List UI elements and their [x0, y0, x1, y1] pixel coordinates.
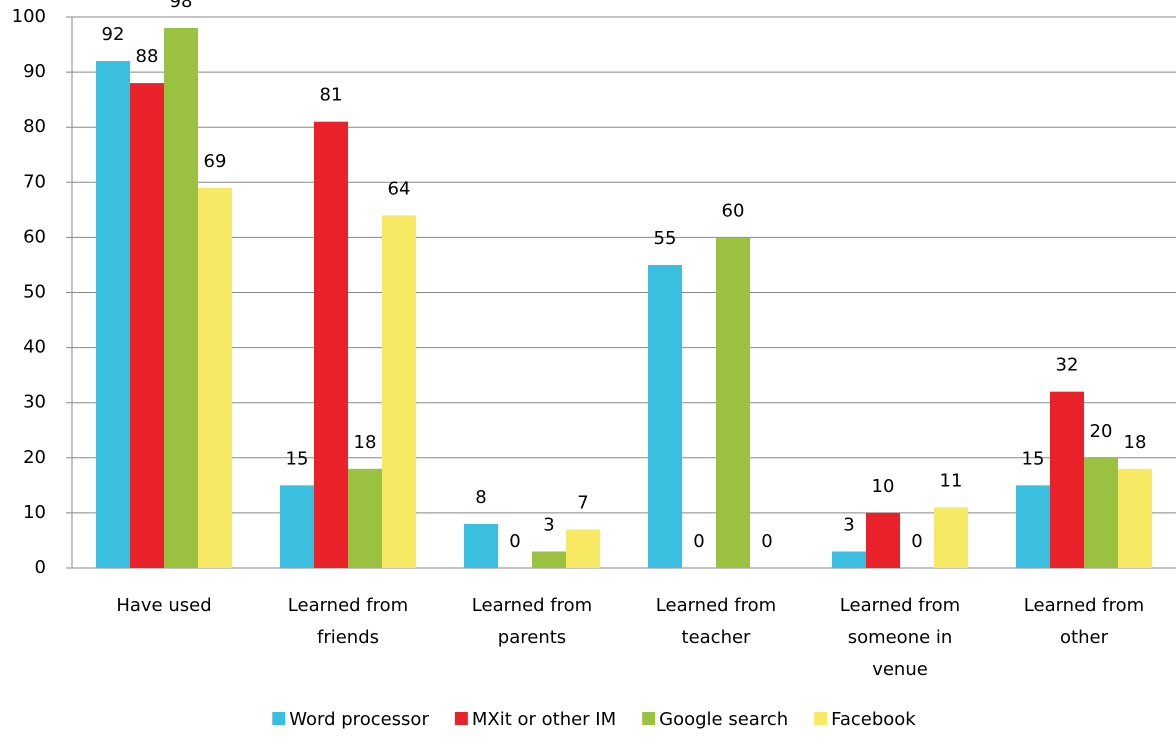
- y-tick-label: 40: [23, 337, 46, 358]
- legend-label: Google search: [659, 709, 788, 730]
- data-label: 0: [693, 531, 704, 552]
- bar: [832, 551, 866, 568]
- bar: [280, 485, 314, 568]
- bar: [1050, 391, 1084, 568]
- y-tick-label: 90: [23, 61, 46, 82]
- data-label: 0: [509, 531, 520, 552]
- bar: [934, 507, 968, 568]
- x-tick-label: Learned from someone in venue: [840, 595, 960, 680]
- x-tick-line: friends: [317, 627, 379, 648]
- bar: [96, 61, 130, 569]
- legend-label: Facebook: [831, 709, 916, 730]
- x-tick-line: Learned from: [472, 595, 592, 616]
- x-tick-label: Learned from teacher: [656, 595, 776, 648]
- x-tick-line: parents: [498, 627, 566, 648]
- y-tick-label: 20: [23, 447, 46, 468]
- bar: [164, 28, 198, 568]
- data-label: 20: [1090, 421, 1113, 442]
- x-tick-label: Learned from other: [1024, 595, 1144, 648]
- data-label: 18: [1124, 432, 1147, 453]
- legend-label: MXit or other IM: [472, 709, 616, 730]
- y-tick-label: 50: [23, 282, 46, 303]
- data-label: 0: [911, 531, 922, 552]
- data-label: 81: [320, 85, 343, 106]
- x-tick-line: someone in: [848, 627, 953, 648]
- bar: [866, 512, 900, 568]
- x-tick-line: other: [1060, 627, 1109, 648]
- legend-swatch: [272, 712, 286, 725]
- y-tick-label: 60: [23, 226, 46, 247]
- x-tick-line: teacher: [682, 627, 752, 648]
- bar: [348, 468, 382, 568]
- x-tick-line: Learned from: [288, 595, 408, 616]
- x-tick-line: Learned from: [1024, 595, 1144, 616]
- data-label: 64: [388, 178, 411, 199]
- data-label: 69: [204, 151, 227, 172]
- bar: [382, 215, 416, 569]
- x-tick-line: venue: [872, 659, 928, 680]
- data-label: 15: [1022, 448, 1045, 469]
- data-label: 7: [577, 492, 588, 513]
- x-tick-label: Have used: [116, 595, 211, 616]
- data-label: 55: [654, 228, 677, 249]
- x-tick-line: Learned from: [840, 595, 960, 616]
- bar: [648, 264, 682, 568]
- x-tick-line: Learned from: [656, 595, 776, 616]
- data-label: 8: [475, 487, 486, 508]
- y-tick-label: 10: [23, 502, 46, 523]
- legend-swatch: [454, 712, 468, 725]
- legend-swatch: [642, 712, 656, 725]
- bar: [464, 523, 498, 568]
- legend: Word processor MXit or other IM Google sea…: [272, 709, 916, 730]
- y-tick-label: 0: [35, 557, 46, 578]
- data-label: 98: [170, 0, 193, 12]
- y-tick-label: 30: [23, 392, 46, 413]
- y-tick-label: 100: [12, 6, 46, 27]
- y-tick-label: 70: [23, 171, 46, 192]
- data-label: 3: [543, 514, 554, 535]
- y-tick-label: 80: [23, 116, 46, 137]
- bar: [1084, 457, 1118, 568]
- data-label: 15: [286, 448, 309, 469]
- x-tick-label: Learned from parents: [472, 595, 592, 648]
- data-label: 32: [1056, 355, 1079, 376]
- bar: [130, 83, 164, 569]
- data-label: 10: [872, 476, 895, 497]
- legend-label: Word processor: [289, 709, 429, 730]
- bar: [1016, 485, 1050, 568]
- legend-swatch: [814, 712, 828, 725]
- data-label: 0: [761, 531, 772, 552]
- data-label: 18: [354, 432, 377, 453]
- data-label: 60: [722, 200, 745, 221]
- data-label: 11: [940, 470, 963, 491]
- x-tick-line: Have used: [116, 595, 211, 616]
- data-label: 3: [843, 514, 854, 535]
- bar: [1118, 468, 1152, 568]
- data-label: 88: [136, 46, 159, 67]
- x-tick-label: Learned from friends: [288, 595, 408, 648]
- bar: [532, 551, 566, 568]
- bar: [566, 529, 600, 568]
- bar: [716, 237, 750, 568]
- bar: [314, 121, 348, 568]
- data-label: 92: [102, 24, 125, 45]
- bar: [198, 187, 232, 568]
